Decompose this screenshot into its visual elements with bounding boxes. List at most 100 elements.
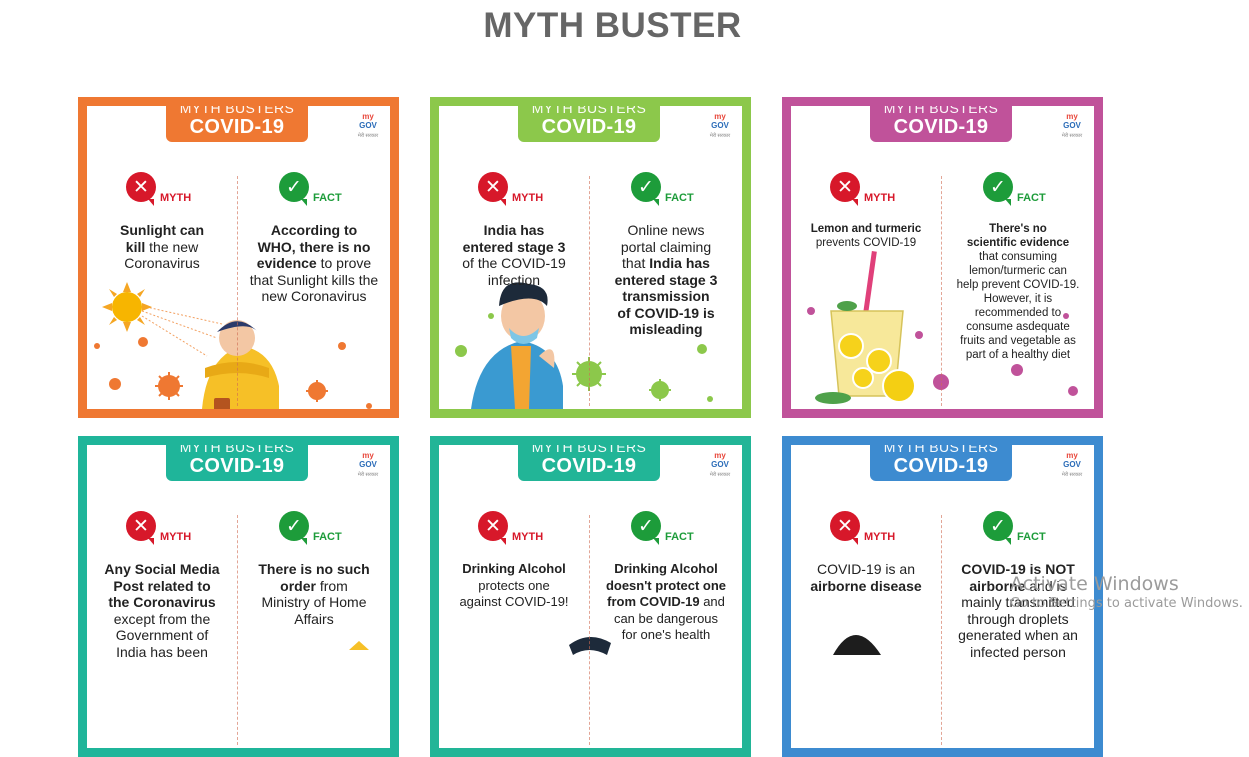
mygov-logo: my GOV मेरी सरकार	[354, 451, 382, 480]
card-header-title: COVID-19	[189, 116, 285, 138]
fact-line: of COVID-19 is	[617, 304, 715, 321]
logo-sub: मेरी सरकार	[709, 133, 731, 139]
logo-sub: मेरी सरकार	[357, 133, 379, 139]
myth-line: entered stage 3	[462, 238, 566, 255]
fact-line: part of a healthy diet	[965, 349, 1071, 361]
check-icon: ✓	[983, 172, 1013, 206]
fact-badge: ✓ FACT	[279, 172, 342, 206]
myth-badge: ✕ MYTH	[830, 511, 896, 545]
myth-line: COVID-19 is an	[816, 561, 916, 577]
check-icon: ✓	[279, 511, 309, 545]
fact-line: and	[699, 594, 725, 609]
fact-line: Affairs	[294, 610, 334, 627]
myth-line: except from the	[113, 610, 211, 627]
fact-line: consume asdequate	[966, 321, 1070, 333]
logo-my: my	[1066, 112, 1078, 121]
myth-badge: ✕ MYTH	[126, 511, 192, 545]
mygov-logo: my GOV मेरी सरकार	[354, 112, 382, 141]
divider	[589, 515, 590, 745]
card-header: MYTH BUSTERS COVID-19	[518, 445, 660, 481]
myth-line: India has been	[116, 643, 208, 660]
fact-line: help prevent COVID-19.	[956, 279, 1080, 291]
watermark-title: Activate Windows	[1010, 573, 1179, 595]
fact-line: that consuming	[979, 251, 1057, 263]
logo-my: my	[362, 451, 374, 460]
myth-line: of the COVID-19	[462, 255, 566, 271]
cross-icon: ✕	[478, 511, 508, 545]
fact-line: fruits and vegetable as	[960, 335, 1076, 347]
fact-label: FACT	[313, 531, 342, 543]
logo-my: my	[714, 451, 726, 460]
cross-icon: ✕	[830, 511, 860, 545]
myth-card-alcohol[interactable]: MYTH BUSTERS COVID-19 my GOV मेरी सरकार ✕ …	[430, 436, 751, 757]
myth-card-lemon-turmeric[interactable]: MYTH BUSTERS COVID-19 my GOV मेरी सरकार ✕ …	[782, 97, 1103, 418]
myth-line: Coronavirus	[124, 255, 200, 271]
fact-line: evidence	[256, 255, 317, 271]
myth-card-social-media[interactable]: MYTH BUSTERS COVID-19 my GOV मेरी सरकार ✕ …	[78, 436, 399, 757]
fact-line: can be dangerous	[613, 610, 719, 626]
myth-card-stage-3[interactable]: MYTH BUSTERS COVID-19 my GOV मेरी सरकार ✕ …	[430, 97, 751, 418]
fact-line: recommended to	[974, 307, 1062, 319]
fact-line: misleading	[629, 321, 703, 337]
fact-line: through droplets	[967, 610, 1069, 627]
myth-line: prevents COVID-19	[815, 237, 917, 249]
myth-label: MYTH	[160, 531, 192, 543]
myth-badge: ✕ MYTH	[830, 172, 896, 206]
myth-line: India has	[483, 222, 545, 238]
card-header-title: COVID-19	[541, 455, 637, 477]
fact-line: order	[280, 577, 316, 594]
myth-line: kill	[125, 238, 146, 255]
logo-gov: GOV	[359, 460, 377, 469]
myth-label: MYTH	[864, 192, 896, 204]
check-icon: ✓	[279, 172, 309, 206]
cross-icon: ✕	[830, 172, 860, 206]
cross-icon: ✕	[478, 172, 508, 206]
check-icon: ✓	[631, 172, 661, 206]
check-icon: ✓	[983, 511, 1013, 545]
myth-card-sunlight[interactable]: MYTH BUSTERS COVID-19 my GOV मेरी सरकार ✕ …	[78, 97, 399, 418]
logo-my: my	[362, 112, 374, 121]
logo-gov: GOV	[711, 121, 729, 130]
myth-line: infection	[487, 271, 541, 288]
card-header: MYTH BUSTERS COVID-19	[166, 106, 308, 142]
logo-sub: मेरी सरकार	[1061, 472, 1083, 478]
card-header: MYTH BUSTERS COVID-19	[870, 439, 1012, 481]
card-header-title: COVID-19	[893, 116, 989, 138]
myth-line: Sunlight can	[120, 222, 204, 238]
fact-badge: ✓ FACT	[279, 511, 342, 545]
fact-line: According to	[270, 222, 358, 238]
fact-text: Online news portal claiming that India h…	[596, 222, 736, 338]
fact-line: Drinking Alcohol	[614, 561, 718, 576]
fact-badge: ✓ FACT	[631, 172, 694, 206]
fact-line: infected person	[970, 643, 1066, 660]
card-header: MYTH BUSTERS COVID-19	[166, 445, 308, 481]
fact-line: that Sunlight kills the	[249, 271, 379, 288]
fact-line: India has	[649, 255, 710, 271]
fact-text: There's no scientific evidence that cons…	[948, 222, 1088, 362]
mygov-logo: my GOV मेरी सरकार	[706, 112, 734, 141]
logo-sub: मेरी सरकार	[709, 472, 731, 478]
fact-text: Drinking Alcohol doesn't protect one fro…	[596, 561, 736, 644]
myth-text: Sunlight can kill the new Coronavirus	[103, 222, 221, 272]
myth-label: MYTH	[512, 531, 544, 543]
myth-line: against COVID-19!	[459, 594, 569, 609]
logo-my: my	[714, 112, 726, 121]
myth-line: Post related to	[113, 577, 211, 594]
myth-label: MYTH	[864, 531, 896, 543]
myth-line: Lemon and turmeric	[810, 223, 922, 235]
watermark-subtitle: Go to Settings to activate Windows.	[1010, 596, 1243, 611]
fact-line: COVID-19 is NOT	[961, 561, 1075, 577]
fact-line: from COVID-19	[607, 594, 700, 609]
fact-line: There's no	[989, 223, 1047, 235]
card-header-subtitle: MYTH BUSTERS	[883, 439, 999, 455]
myth-label: MYTH	[160, 192, 192, 204]
fact-line: Online news	[627, 222, 705, 238]
fact-line: portal claiming	[620, 238, 712, 255]
card-header-subtitle: MYTH BUSTERS	[531, 100, 647, 116]
myth-text: Lemon and turmeric prevents COVID-19	[807, 222, 925, 250]
myth-label: MYTH	[512, 192, 544, 204]
myth-text: Any Social Media Post related to the Cor…	[97, 561, 227, 660]
fact-badge: ✓ FACT	[631, 511, 694, 545]
myth-line: airborne disease	[810, 577, 922, 594]
fact-line: airborne	[969, 577, 1026, 594]
